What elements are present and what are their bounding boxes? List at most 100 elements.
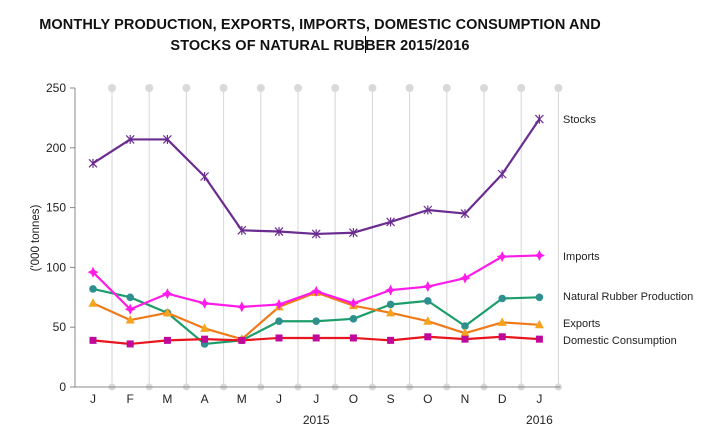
series-imports: [87, 249, 545, 315]
data-point-marker: [126, 293, 134, 302]
y-tick-label: 50: [53, 320, 67, 334]
gridline-top-cap: [145, 84, 154, 92]
gridline-top-cap: [294, 84, 302, 92]
axes: [70, 88, 561, 388]
data-point-marker: [386, 217, 396, 227]
series-group: [87, 114, 545, 348]
gridline-top-cap: [554, 84, 563, 92]
data-point-marker: [126, 340, 134, 348]
gridline-top-cap: [517, 84, 526, 92]
y-tick-label: 200: [46, 141, 66, 155]
data-point-marker: [535, 335, 543, 343]
x-tick-label: N: [461, 392, 470, 406]
x-axis-ticks: J F M A M J J O S O N D J 2015 2016: [90, 392, 553, 427]
gridline-top-cap: [182, 84, 191, 92]
data-point-marker: [459, 272, 471, 284]
series-line: [92, 254, 540, 311]
data-point-marker: [424, 297, 432, 305]
data-point-marker: [461, 335, 469, 343]
gridline-top-cap: [331, 84, 340, 92]
data-point-marker: [497, 317, 507, 326]
data-point-marker: [89, 336, 97, 344]
series-line: [92, 118, 541, 236]
data-point-marker: [162, 307, 172, 317]
data-point-marker: [89, 285, 97, 293]
data-point-marker: [424, 333, 432, 341]
data-point-marker: [238, 336, 246, 344]
data-point-marker: [349, 334, 357, 342]
data-point-marker: [497, 169, 507, 179]
legend: Stocks Imports Natural Rubber Production Ex…: [563, 114, 693, 347]
x-year-label: 2016: [526, 413, 553, 427]
data-point-marker: [387, 336, 395, 344]
data-point-marker: [423, 316, 433, 325]
data-point-marker: [87, 266, 99, 278]
data-point-marker: [460, 209, 470, 219]
data-point-marker: [498, 333, 506, 341]
x-tick-label: J: [313, 392, 319, 406]
x-tick-label: J: [90, 392, 96, 406]
grid-lines: [108, 84, 563, 391]
gridline-top-cap: [219, 84, 228, 92]
data-point-marker: [124, 303, 136, 315]
gridline-top-cap: [480, 84, 488, 92]
y-tick-label: 250: [46, 81, 66, 95]
data-point-marker: [162, 134, 172, 144]
data-point-marker: [310, 285, 322, 297]
data-point-marker: [161, 288, 173, 300]
x-year-label: 2015: [303, 413, 330, 427]
gridline-top-cap: [256, 84, 265, 92]
data-point-marker: [461, 322, 469, 330]
data-point-marker: [535, 293, 544, 302]
data-point-marker: [237, 225, 247, 235]
data-point-marker: [349, 315, 358, 323]
x-tick-label: J: [536, 392, 542, 406]
data-point-marker: [273, 298, 285, 310]
data-point-marker: [199, 297, 211, 309]
data-point-marker: [423, 205, 433, 215]
series-stocks: [88, 114, 544, 239]
data-point-marker: [534, 114, 544, 124]
data-point-marker: [125, 134, 135, 144]
x-tick-label: O: [423, 392, 432, 406]
data-point-marker: [312, 317, 321, 326]
data-point-marker: [422, 281, 434, 293]
chart-title-line-2-part-b: BER 2015/2016: [365, 38, 470, 54]
legend-label: Domestic Consumption: [563, 335, 677, 347]
chart-title-line-1: MONTHLY PRODUCTION, EXPORTS, IMPORTS, DO…: [39, 17, 601, 33]
x-tick-label: S: [387, 392, 395, 406]
data-point-marker: [385, 284, 397, 296]
x-tick-label: M: [162, 392, 172, 406]
gridline-top-cap: [108, 84, 116, 92]
data-point-marker: [163, 336, 171, 344]
y-axis-ticks: 0 50 100 150 200 250: [46, 81, 75, 394]
series-line: [92, 291, 540, 341]
x-tick-label: F: [127, 392, 134, 406]
data-point-marker: [125, 315, 135, 324]
data-point-marker: [496, 251, 508, 263]
gridline-top-cap: [405, 84, 414, 92]
data-point-marker: [275, 334, 283, 342]
data-point-marker: [88, 298, 98, 307]
data-point-marker: [348, 228, 358, 238]
data-point-marker: [275, 317, 283, 326]
data-point-marker: [347, 297, 359, 309]
data-point-marker: [200, 323, 210, 332]
data-point-marker: [534, 319, 544, 329]
legend-label: Imports: [563, 251, 600, 263]
y-tick-label: 0: [59, 380, 66, 394]
data-point-marker: [312, 334, 320, 342]
data-point-marker: [386, 307, 396, 317]
gridline-top-cap: [368, 84, 377, 92]
text-cursor: [365, 36, 367, 53]
data-point-marker: [274, 227, 284, 237]
chart-title-line-2[interactable]: STOCKS OF NATURAL RUBBER 2015/2016: [0, 36, 640, 54]
data-point-marker: [498, 294, 507, 303]
x-tick-label: A: [201, 392, 209, 406]
chart-title-line-2-part-a: STOCKS OF NATURAL RUB: [170, 38, 366, 54]
data-point-marker: [200, 172, 210, 182]
x-tick-label: J: [276, 392, 282, 406]
data-point-marker: [88, 158, 98, 168]
data-point-marker: [201, 335, 209, 343]
